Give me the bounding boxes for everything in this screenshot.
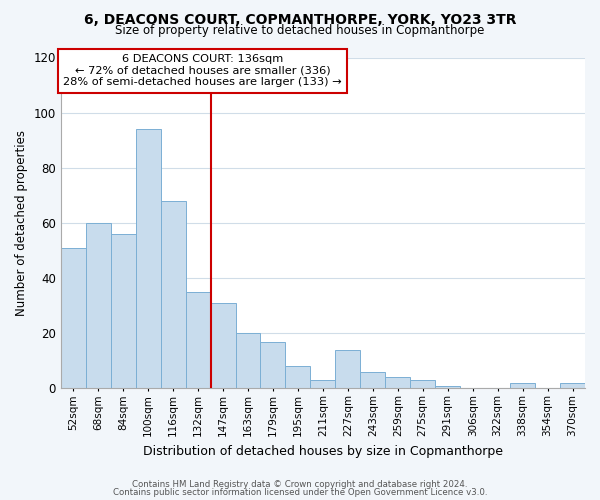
Bar: [286, 366, 310, 388]
Bar: [236, 334, 260, 388]
Bar: [361, 372, 385, 388]
Bar: [185, 292, 211, 388]
Bar: [260, 342, 286, 388]
Text: Contains public sector information licensed under the Open Government Licence v3: Contains public sector information licen…: [113, 488, 487, 497]
Bar: [161, 201, 185, 388]
Bar: [385, 378, 410, 388]
Bar: [435, 386, 460, 388]
Bar: [410, 380, 435, 388]
Bar: [211, 303, 236, 388]
Bar: [335, 350, 361, 389]
Bar: [86, 223, 111, 388]
Text: Size of property relative to detached houses in Copmanthorpe: Size of property relative to detached ho…: [115, 24, 485, 37]
Text: Contains HM Land Registry data © Crown copyright and database right 2024.: Contains HM Land Registry data © Crown c…: [132, 480, 468, 489]
Bar: [61, 248, 86, 388]
Text: 6, DEACONS COURT, COPMANTHORPE, YORK, YO23 3TR: 6, DEACONS COURT, COPMANTHORPE, YORK, YO…: [84, 12, 516, 26]
Text: 6 DEACONS COURT: 136sqm
← 72% of detached houses are smaller (336)
28% of semi-d: 6 DEACONS COURT: 136sqm ← 72% of detache…: [63, 54, 341, 88]
Bar: [310, 380, 335, 388]
Bar: [510, 383, 535, 388]
X-axis label: Distribution of detached houses by size in Copmanthorpe: Distribution of detached houses by size …: [143, 444, 503, 458]
Bar: [560, 383, 585, 388]
Bar: [136, 129, 161, 388]
Bar: [111, 234, 136, 388]
Y-axis label: Number of detached properties: Number of detached properties: [15, 130, 28, 316]
